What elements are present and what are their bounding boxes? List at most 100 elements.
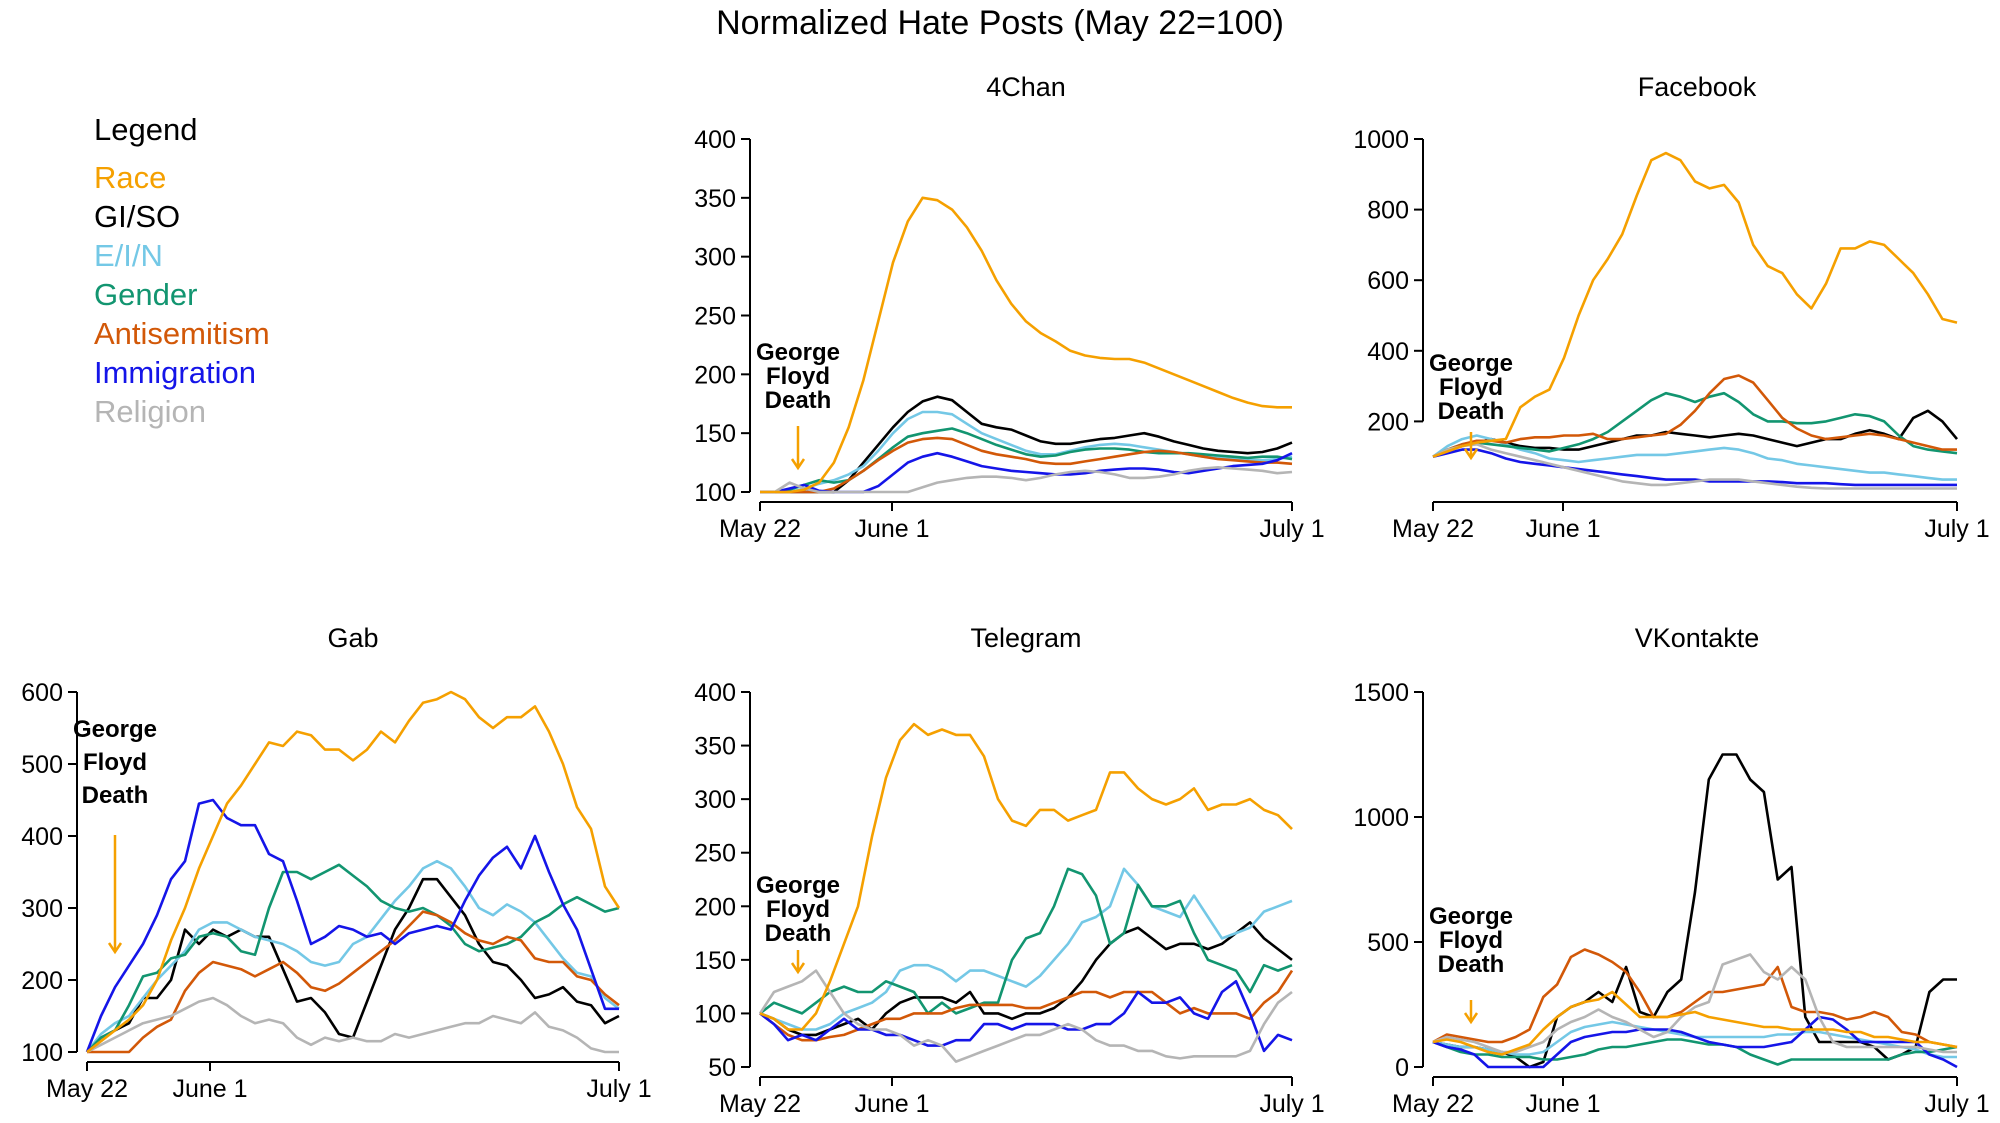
x-tick-label: June 1 (854, 1090, 929, 1118)
annotation-arrowhead (1463, 1012, 1479, 1025)
y-tick-label: 400 (694, 679, 736, 707)
series-line-antisemitism (759, 969, 1294, 1042)
x-tick-label: June 1 (1525, 1090, 1600, 1118)
series-line-race (86, 690, 621, 1054)
panel-title-telegram: Telegram (970, 623, 1081, 653)
annotation-text: George (756, 872, 840, 899)
y-tick-label: 0 (1395, 1054, 1409, 1082)
y-tick-label: 150 (694, 947, 736, 975)
panel-4chan: 4Chan 100 150 200 250 300 350 400 May 22 June 1 Ju… (694, 72, 1324, 543)
annotation-text: Floyd (83, 749, 147, 776)
annotation-text: Floyd (766, 896, 830, 923)
annotation-text: George (1429, 350, 1513, 377)
x-tick-label: June 1 (854, 515, 929, 543)
y-tick-label: 1000 (1353, 804, 1409, 832)
annotation-text: Floyd (766, 363, 830, 390)
x-tick-label: July 1 (586, 1075, 651, 1103)
annotation-text: Death (82, 782, 149, 809)
legend-item-immigration: Immigration (94, 355, 256, 390)
panel-title-gab: Gab (327, 623, 378, 653)
main-title: Normalized Hate Posts (May 22=100) (716, 4, 1284, 42)
series-line-religion (758, 969, 1293, 1063)
annotation-text: Death (1438, 398, 1505, 425)
series-line-antisemitism (1432, 948, 1958, 1049)
annotation-arrowhead (790, 458, 806, 471)
x-tick-label: July 1 (1924, 515, 1989, 543)
y-tick-label: 600 (21, 679, 63, 707)
y-tick-label: 400 (1367, 338, 1409, 366)
series-line-religion (86, 996, 619, 1054)
legend: Legend Race GI/SO E/I/N Gender Antisemit… (94, 112, 270, 431)
panel-gab: Gab 100 200 300 400 500 600 May 22 June 1 July 1 G… (21, 623, 651, 1103)
legend-title: Legend (94, 112, 198, 147)
legend-item-e-i-n: E/I/N (94, 238, 163, 273)
panel-title-facebook: Facebook (1638, 72, 1757, 102)
y-tick-label: 800 (1367, 197, 1409, 225)
y-tick-label: 200 (21, 967, 63, 995)
y-tick-label: 400 (694, 126, 736, 154)
y-tick-label: 500 (1367, 929, 1409, 957)
x-tick-label: May 22 (719, 1090, 801, 1118)
annotation-text: Death (765, 387, 832, 414)
annotation-text: Death (1438, 951, 1505, 978)
series-line-gender (759, 867, 1293, 1015)
y-tick-label: 100 (21, 1039, 63, 1067)
x-tick-label: July 1 (1924, 1090, 1989, 1118)
x-tick-label: June 1 (1525, 515, 1600, 543)
panel-title-vkontakte: VKontakte (1635, 623, 1760, 653)
series-line-gi-so (1432, 409, 1959, 458)
y-tick-label: 200 (694, 361, 736, 389)
annotation-arrowhead (107, 942, 123, 955)
series-line-immigration (759, 979, 1293, 1053)
y-tick-label: 100 (694, 1000, 736, 1028)
y-tick-label: 600 (1367, 267, 1409, 295)
y-tick-label: 350 (694, 733, 736, 761)
series-line-antisemitism (760, 436, 1293, 494)
y-tick-label: 250 (694, 303, 736, 331)
series-line-gender (1432, 391, 1958, 458)
panel-telegram: Telegram 50 100 150 200 250 300 350 400 May 22 Jun… (694, 623, 1324, 1118)
y-tick-label: 200 (694, 893, 736, 921)
panel-title-4chan: 4Chan (986, 72, 1066, 102)
y-tick-label: 300 (694, 786, 736, 814)
y-tick-label: 200 (1367, 408, 1409, 436)
series-line-race (759, 722, 1293, 1031)
series-line-gi-so (1432, 753, 1957, 1069)
annotation-text: George (73, 716, 157, 743)
y-tick-label: 300 (694, 244, 736, 272)
x-tick-label: May 22 (46, 1075, 128, 1103)
y-tick-label: 50 (708, 1054, 736, 1082)
y-tick-label: 250 (694, 840, 736, 868)
series-line-antisemitism (1432, 374, 1957, 458)
y-tick-label: 500 (21, 751, 63, 779)
annotation-text: George (756, 339, 840, 366)
series-line-race (1432, 990, 1958, 1056)
x-tick-label: June 1 (172, 1075, 247, 1103)
x-tick-label: July 1 (1259, 515, 1324, 543)
y-tick-label: 1500 (1353, 679, 1409, 707)
x-tick-label: May 22 (1392, 1090, 1474, 1118)
series-line-gender (1432, 1038, 1958, 1066)
series-line-race (1432, 151, 1958, 458)
george-floyd-annotation: George Floyd Death (73, 716, 157, 955)
series-line-gender (86, 863, 620, 1053)
series-line-religion (760, 465, 1293, 494)
x-tick-label: May 22 (1392, 515, 1474, 543)
annotation-text: George (1429, 903, 1513, 930)
legend-item-race: Race (94, 160, 167, 195)
legend-item-gender: Gender (94, 277, 198, 312)
y-tick-label: 1000 (1353, 126, 1409, 154)
annotation-text: Floyd (1439, 374, 1503, 401)
y-tick-label: 100 (694, 479, 736, 507)
x-tick-label: July 1 (1259, 1090, 1324, 1118)
y-tick-label: 400 (21, 823, 63, 851)
series-line-immigration (1432, 448, 1957, 487)
y-tick-label: 350 (694, 185, 736, 213)
annotation-arrowhead (1463, 448, 1479, 461)
y-tick-label: 300 (21, 895, 63, 923)
